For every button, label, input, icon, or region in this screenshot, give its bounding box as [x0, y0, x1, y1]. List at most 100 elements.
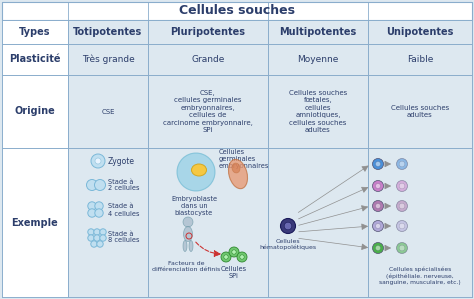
Circle shape — [94, 229, 100, 235]
Bar — [368, 75, 472, 148]
Text: Pluripotentes: Pluripotentes — [171, 27, 246, 37]
Bar — [148, 44, 268, 75]
Text: CSE,
cellules germinales
embryonnaires,
cellules de
carcinome embryonnaire,
SPi: CSE, cellules germinales embryonnaires, … — [163, 90, 253, 133]
Text: Multipotentes: Multipotentes — [279, 27, 356, 37]
Circle shape — [396, 201, 408, 211]
Ellipse shape — [183, 227, 192, 242]
Bar — [148, 148, 268, 297]
Text: Cellules souches: Cellules souches — [179, 4, 295, 18]
Circle shape — [88, 209, 96, 217]
Circle shape — [396, 242, 408, 254]
Circle shape — [100, 229, 106, 235]
Ellipse shape — [189, 240, 193, 251]
Circle shape — [373, 201, 383, 211]
Text: Cellules
germinales
embryonnaires: Cellules germinales embryonnaires — [219, 149, 269, 169]
Circle shape — [399, 203, 405, 209]
Bar — [268, 75, 368, 148]
Circle shape — [237, 252, 247, 262]
Bar — [2, 2, 472, 20]
Bar — [2, 44, 68, 75]
Bar — [268, 148, 368, 297]
Circle shape — [88, 235, 94, 241]
Text: Cellules spécialisées
(épithéliale. nerveuse,
sanguine, musculaire, etc.): Cellules spécialisées (épithéliale. nerv… — [379, 267, 461, 285]
Circle shape — [100, 235, 106, 241]
Text: Facteurs de
différenciation définis: Facteurs de différenciation définis — [152, 261, 220, 272]
Circle shape — [284, 222, 292, 230]
Bar — [68, 44, 148, 75]
Bar — [268, 20, 368, 44]
Circle shape — [94, 179, 106, 190]
Ellipse shape — [191, 164, 207, 176]
Bar — [2, 148, 68, 297]
Text: Origine: Origine — [15, 106, 55, 117]
Circle shape — [399, 245, 405, 251]
Text: Types: Types — [19, 27, 51, 37]
Bar — [268, 44, 368, 75]
Circle shape — [91, 154, 105, 168]
Circle shape — [88, 202, 96, 210]
Circle shape — [399, 223, 405, 229]
Circle shape — [224, 255, 228, 259]
Circle shape — [88, 229, 94, 235]
Circle shape — [97, 241, 103, 247]
Text: Plasticité: Plasticité — [9, 54, 61, 65]
Ellipse shape — [228, 159, 247, 189]
Bar — [368, 148, 472, 297]
Circle shape — [95, 202, 103, 210]
Circle shape — [399, 183, 405, 189]
Text: Totipotentes: Totipotentes — [73, 27, 143, 37]
Bar — [68, 75, 148, 148]
Text: Cellules
hématopoïétiques: Cellules hématopoïétiques — [259, 239, 317, 250]
Circle shape — [375, 245, 381, 251]
Circle shape — [95, 158, 101, 164]
Circle shape — [373, 181, 383, 191]
Circle shape — [221, 252, 231, 262]
Circle shape — [396, 220, 408, 231]
Circle shape — [95, 209, 103, 217]
Circle shape — [396, 158, 408, 170]
Circle shape — [240, 255, 244, 259]
Circle shape — [373, 220, 383, 231]
Bar — [68, 148, 148, 297]
Circle shape — [396, 181, 408, 191]
Text: Stade à
4 cellules: Stade à 4 cellules — [108, 204, 139, 216]
Bar — [68, 20, 148, 44]
Text: Moyenne: Moyenne — [297, 55, 339, 64]
Bar — [2, 75, 68, 148]
Circle shape — [232, 250, 236, 254]
Circle shape — [375, 184, 381, 188]
Circle shape — [281, 219, 295, 234]
Text: Très grande: Très grande — [82, 55, 134, 64]
Text: Exemple: Exemple — [12, 217, 58, 228]
Bar — [368, 20, 472, 44]
Ellipse shape — [183, 240, 187, 251]
Circle shape — [375, 161, 381, 167]
Text: Cellules
SPi: Cellules SPi — [221, 266, 247, 279]
Circle shape — [183, 217, 193, 227]
Circle shape — [91, 241, 97, 247]
Text: Zygote: Zygote — [108, 156, 135, 166]
Circle shape — [375, 223, 381, 228]
Circle shape — [375, 204, 381, 208]
Ellipse shape — [232, 163, 240, 173]
Circle shape — [373, 158, 383, 170]
Text: Unipotentes: Unipotentes — [386, 27, 454, 37]
Text: Cellules souches
adultes: Cellules souches adultes — [391, 105, 449, 118]
Text: Grande: Grande — [191, 55, 225, 64]
Circle shape — [94, 235, 100, 241]
Bar — [2, 20, 68, 44]
Circle shape — [229, 247, 239, 257]
Text: CSE: CSE — [101, 109, 115, 115]
Circle shape — [86, 179, 98, 190]
Bar — [148, 20, 268, 44]
Circle shape — [177, 153, 215, 191]
Text: Stade à
8 cellules: Stade à 8 cellules — [108, 231, 139, 243]
Text: Embryoblaste
dans un
blastocyste: Embryoblaste dans un blastocyste — [171, 196, 217, 216]
Text: Stade à
2 cellules: Stade à 2 cellules — [108, 179, 139, 191]
Bar — [368, 44, 472, 75]
Circle shape — [399, 161, 405, 167]
Text: Faible: Faible — [407, 55, 433, 64]
Circle shape — [373, 242, 383, 254]
Text: Cellules souches
fœtales,
cellules
amniotiques,
cellules souches
adultes: Cellules souches fœtales, cellules amnio… — [289, 90, 347, 133]
Bar — [148, 75, 268, 148]
